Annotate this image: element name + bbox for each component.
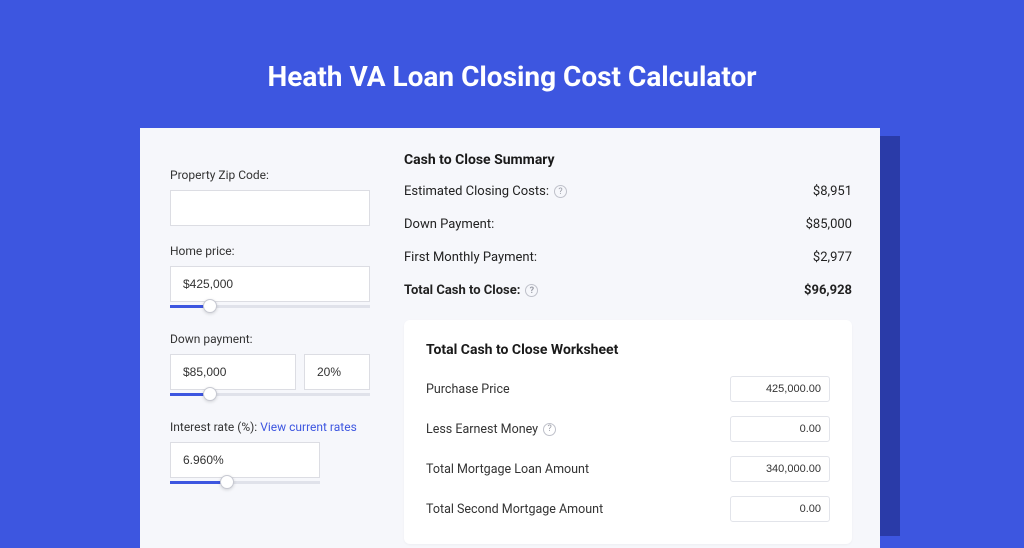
down-payment-pct-input[interactable]	[304, 354, 370, 390]
summary-row-closing-costs: Estimated Closing Costs: ? $8,951	[404, 184, 852, 199]
slider-thumb[interactable]	[220, 475, 234, 489]
interest-rate-input[interactable]	[170, 442, 320, 478]
slider-fill	[170, 481, 227, 484]
worksheet-label: Total Second Mortgage Amount	[426, 502, 603, 517]
inputs-column: Property Zip Code: Home price: Down paym…	[140, 128, 380, 548]
worksheet-row-purchase-price: Purchase Price	[426, 376, 830, 402]
down-payment-label: Down payment:	[170, 332, 370, 346]
summary-row-total-cash: Total Cash to Close: ? $96,928	[404, 283, 852, 298]
summary-row-first-payment: First Monthly Payment: $2,977	[404, 250, 852, 265]
worksheet-input[interactable]	[730, 456, 830, 482]
view-rates-link[interactable]: View current rates	[260, 420, 357, 434]
worksheet-input[interactable]	[730, 376, 830, 402]
worksheet-label: Less Earnest Money	[426, 422, 538, 437]
results-column: Cash to Close Summary Estimated Closing …	[398, 128, 880, 548]
slider-thumb[interactable]	[203, 299, 217, 313]
page-title: Heath VA Loan Closing Cost Calculator	[0, 0, 1024, 123]
zip-input[interactable]	[170, 190, 370, 226]
summary-value: $8,951	[813, 184, 852, 199]
slider-thumb[interactable]	[203, 387, 217, 401]
home-price-label: Home price:	[170, 244, 370, 258]
zip-label: Property Zip Code:	[170, 168, 370, 182]
help-icon[interactable]: ?	[554, 185, 567, 198]
home-price-field-group: Home price:	[170, 244, 370, 314]
interest-rate-label: Interest rate (%): View current rates	[170, 420, 370, 434]
summary-block: Cash to Close Summary Estimated Closing …	[404, 152, 852, 298]
worksheet-title: Total Cash to Close Worksheet	[426, 342, 830, 358]
worksheet-row-mortgage-amount: Total Mortgage Loan Amount	[426, 456, 830, 482]
worksheet-label: Total Mortgage Loan Amount	[426, 462, 589, 477]
summary-label: Down Payment:	[404, 217, 494, 232]
summary-row-down-payment: Down Payment: $85,000	[404, 217, 852, 232]
home-price-input[interactable]	[170, 266, 370, 302]
worksheet-input[interactable]	[730, 496, 830, 522]
summary-value: $2,977	[813, 250, 852, 265]
summary-value: $96,928	[804, 283, 852, 298]
summary-label: Estimated Closing Costs:	[404, 184, 549, 199]
interest-rate-label-text: Interest rate (%):	[170, 420, 257, 434]
interest-rate-slider[interactable]	[170, 476, 320, 490]
worksheet-label: Purchase Price	[426, 382, 510, 397]
calculator-panel: Property Zip Code: Home price: Down paym…	[140, 128, 880, 548]
home-price-slider[interactable]	[170, 300, 370, 314]
down-payment-input[interactable]	[170, 354, 296, 390]
down-payment-field-group: Down payment:	[170, 332, 370, 402]
summary-label: First Monthly Payment:	[404, 250, 537, 265]
summary-label: Total Cash to Close:	[404, 283, 520, 298]
help-icon[interactable]: ?	[543, 423, 556, 436]
zip-field-group: Property Zip Code:	[170, 168, 370, 226]
worksheet-block: Total Cash to Close Worksheet Purchase P…	[404, 320, 852, 544]
worksheet-row-second-mortgage: Total Second Mortgage Amount	[426, 496, 830, 522]
worksheet-input[interactable]	[730, 416, 830, 442]
worksheet-row-earnest-money: Less Earnest Money ?	[426, 416, 830, 442]
help-icon[interactable]: ?	[525, 284, 538, 297]
summary-value: $85,000	[806, 217, 852, 232]
interest-rate-field-group: Interest rate (%): View current rates	[170, 420, 370, 490]
summary-title: Cash to Close Summary	[404, 152, 852, 168]
down-payment-slider[interactable]	[170, 388, 370, 402]
